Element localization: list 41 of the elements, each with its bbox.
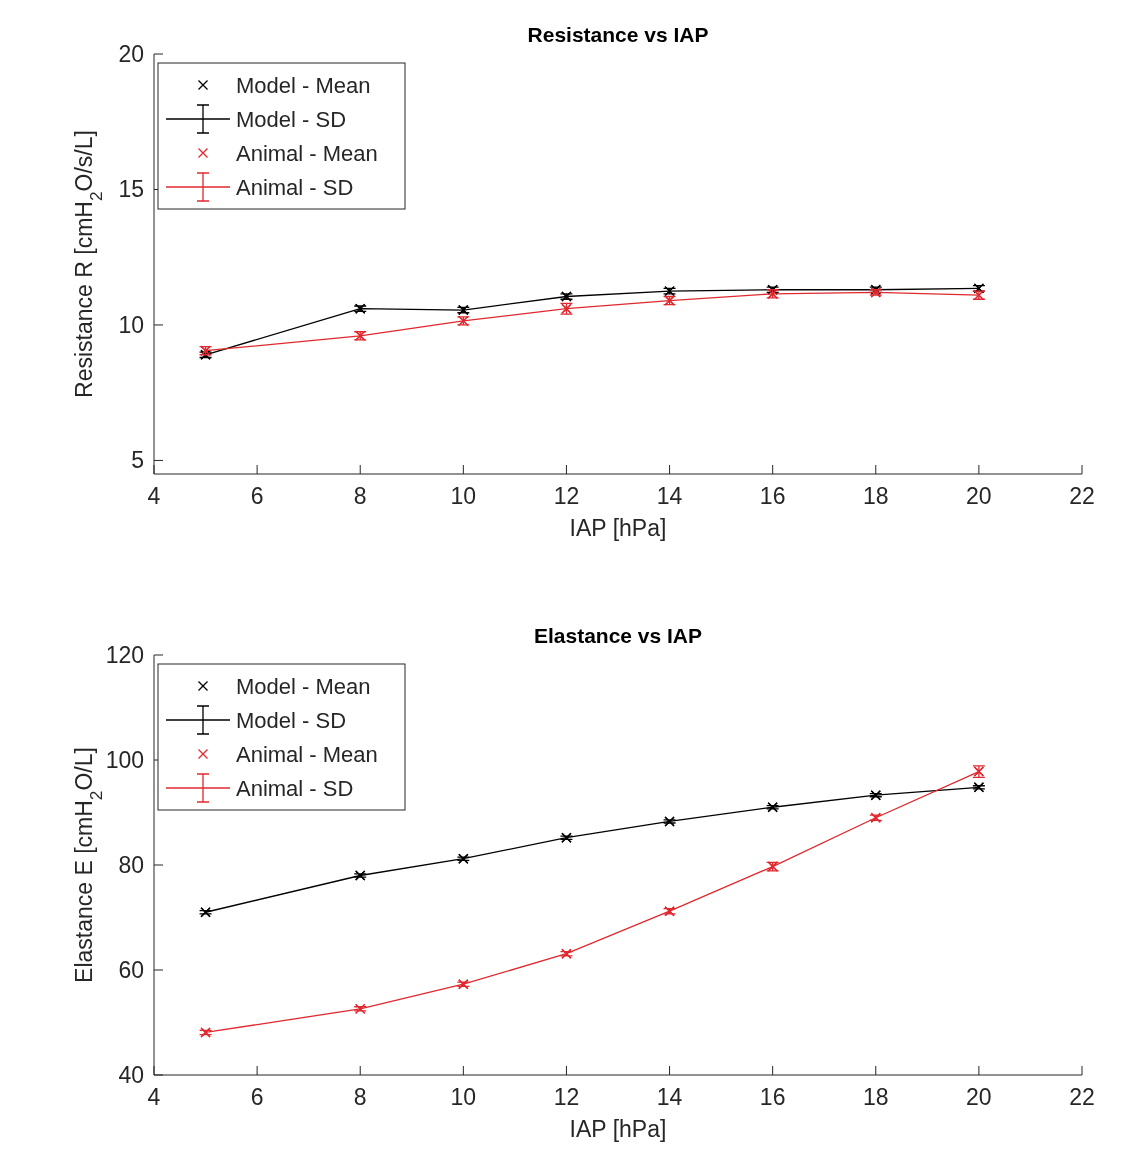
y-tick-label: 20 [118, 41, 144, 67]
y-tick-label: 120 [105, 642, 144, 668]
x-tick-label: 10 [450, 1084, 477, 1110]
x-tick-label: 6 [250, 1084, 264, 1110]
x-tick-label: 20 [966, 1084, 992, 1110]
y-tick-label: 60 [118, 957, 144, 983]
x-tick-label: 20 [966, 483, 992, 509]
x-tick-label: 8 [353, 483, 367, 509]
x-tick-label: 12 [553, 1084, 580, 1110]
legend-label: Animal - Mean [236, 141, 378, 166]
x-tick-label: 4 [147, 483, 161, 509]
legend-label: Model - Mean [236, 674, 371, 699]
x-tick-label: 22 [1069, 1084, 1095, 1110]
legend-label: Model - SD [236, 708, 347, 733]
chart-title: Elastance vs IAP [533, 624, 703, 647]
x-tick-label: 12 [553, 483, 580, 509]
legend-label: Animal - SD [236, 776, 354, 801]
x-tick-label: 18 [862, 483, 889, 509]
legend-label: Animal - Mean [236, 742, 378, 767]
legend-label: Model - SD [236, 107, 347, 132]
x-tick-label: 18 [862, 1084, 889, 1110]
x-tick-label: 16 [759, 1084, 786, 1110]
x-tick-label: 22 [1069, 483, 1095, 509]
x-tick-label: 10 [450, 483, 477, 509]
legend-label: Model - Mean [236, 73, 371, 98]
y-tick-label: 5 [131, 447, 144, 474]
x-tick-label: 14 [656, 483, 683, 509]
legend-label: Animal - SD [236, 175, 354, 200]
x-tick-label: 6 [250, 483, 264, 509]
y-tick-label: 40 [118, 1062, 144, 1088]
chart-title: Resistance vs IAP [527, 23, 709, 46]
x-axis-title: IAP [hPa] [569, 515, 667, 541]
y-tick-label: 15 [118, 176, 144, 203]
y-tick-label: 100 [105, 747, 144, 773]
x-axis-title: IAP [hPa] [569, 1116, 667, 1142]
x-tick-label: 8 [353, 1084, 367, 1110]
x-tick-label: 14 [656, 1084, 683, 1110]
x-tick-label: 16 [759, 483, 786, 509]
y-tick-label: 10 [118, 311, 144, 338]
x-tick-label: 4 [147, 1084, 161, 1110]
y-tick-label: 80 [118, 852, 144, 878]
